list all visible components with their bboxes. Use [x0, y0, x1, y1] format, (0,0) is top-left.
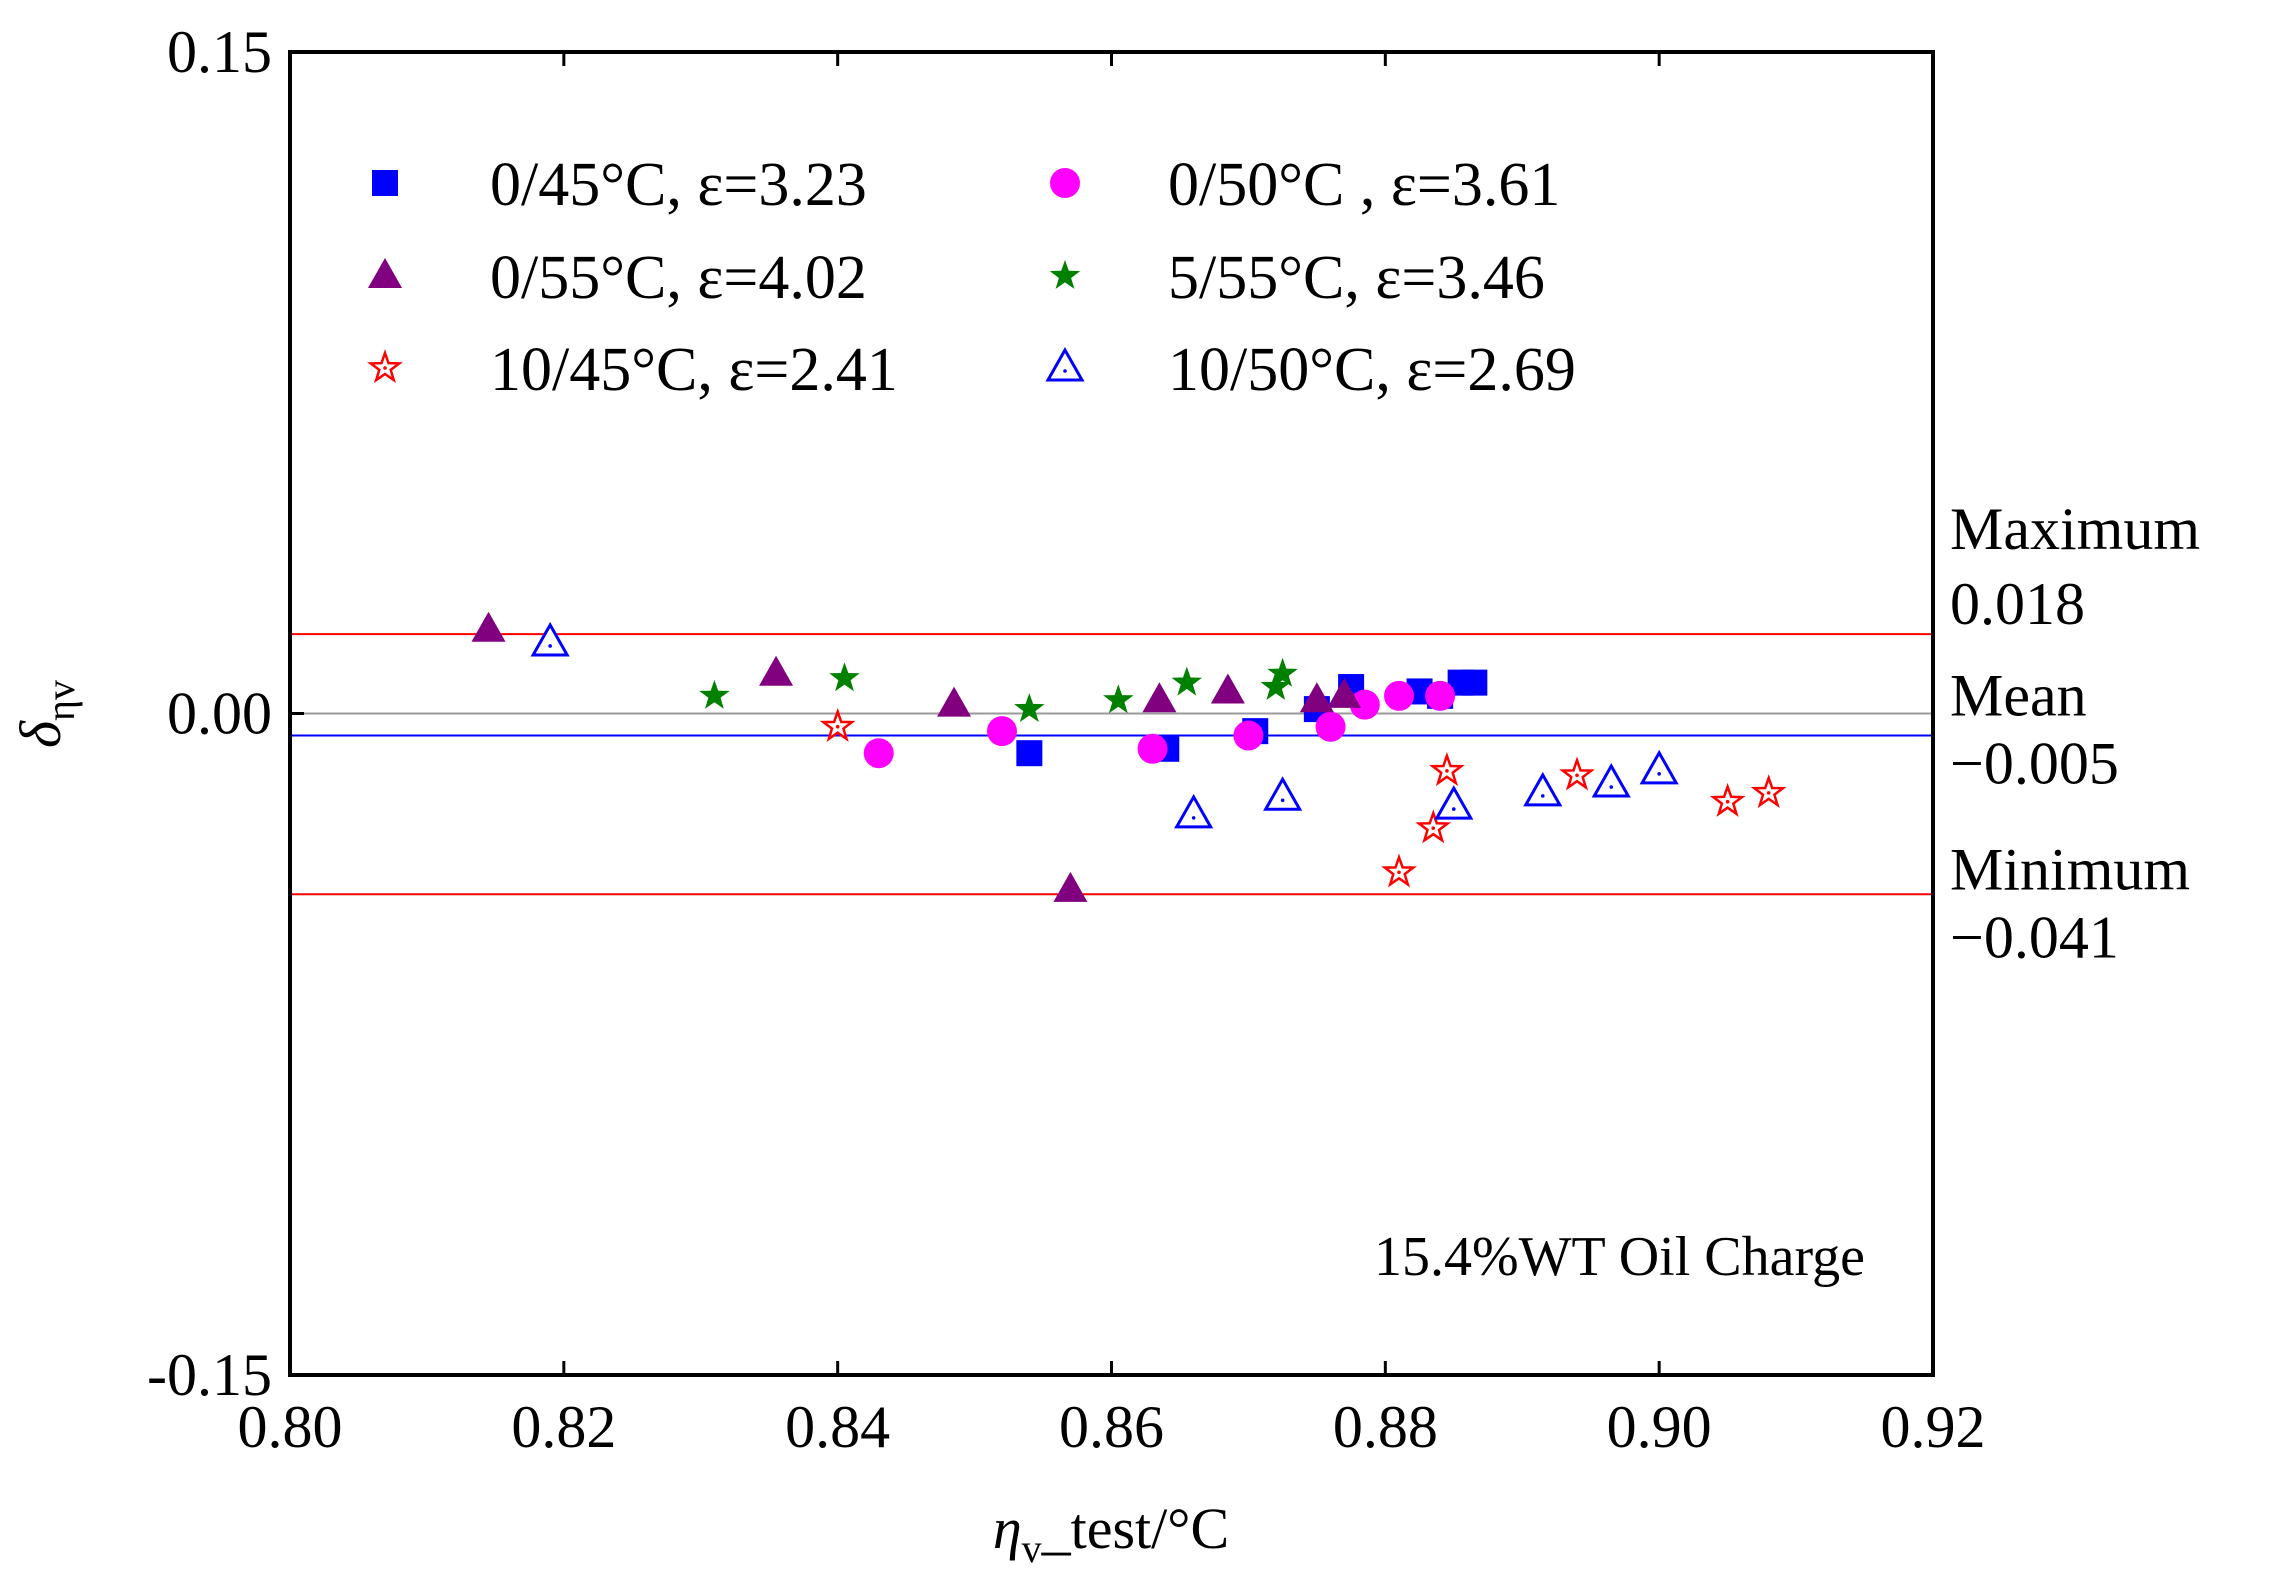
- x-tick-label: 0.82: [511, 1394, 616, 1460]
- legend-marker-0: [372, 170, 398, 196]
- data-point-series-4: [819, 707, 856, 743]
- reference-label-minimum: Minimum: [1950, 836, 2190, 902]
- x-tick-label: 0.80: [238, 1394, 343, 1460]
- legend-label-4: 10/45°C, ε=2.41: [490, 336, 898, 404]
- x-tick-label: 0.90: [1607, 1394, 1712, 1460]
- data-point-series-1: [1384, 680, 1415, 711]
- data-point-series-2: [471, 611, 506, 642]
- data-point-series-2: [759, 655, 794, 686]
- data-point-series-5: [1174, 793, 1214, 829]
- data-point-series-2: [1327, 677, 1362, 708]
- legend-label-2: 0/55°C, ε=4.02: [490, 244, 867, 312]
- reference-label-maximum: Maximum: [1950, 496, 2200, 562]
- data-point-series-2: [937, 686, 972, 717]
- data-point-series-3: [1267, 657, 1298, 687]
- x-tick-label: 0.86: [1059, 1394, 1164, 1460]
- data-point-series-4: [1709, 782, 1746, 817]
- reference-value-minimum: −0.041: [1950, 904, 2119, 970]
- data-point-series-3: [1171, 666, 1202, 696]
- data-point-series-4: [1415, 809, 1452, 844]
- data-point-series-5: [1639, 749, 1679, 785]
- data-point-series-5: [530, 621, 570, 657]
- data-point-series-1: [1349, 689, 1380, 720]
- x-tick-label: 0.84: [785, 1394, 890, 1460]
- legend-label-3: 5/55°C, ε=3.46: [1168, 244, 1545, 312]
- data-point-series-3: [699, 679, 730, 709]
- data-point-series-1: [1233, 720, 1264, 751]
- x-axis-label-unit: _test/°C: [1041, 1496, 1230, 1561]
- annotation-label: 15.4%WT Oil Charge: [1374, 1226, 1865, 1288]
- data-point-series-1: [986, 716, 1017, 747]
- data-point-series-4: [1429, 751, 1465, 787]
- legend-marker-1: [1050, 168, 1080, 198]
- legend-marker-4: [367, 349, 403, 384]
- reference-value-mean: −0.005: [1950, 731, 2119, 797]
- y-axis-label-symbol: δ: [8, 720, 73, 748]
- y-tick-label: 0.15: [167, 19, 272, 85]
- legend-marker-5: [1045, 346, 1085, 382]
- reference-label-mean: Mean: [1950, 663, 2087, 729]
- data-point-series-1: [863, 738, 894, 769]
- data-point-series-4: [1750, 774, 1787, 809]
- y-tick-label: -0.15: [147, 1342, 272, 1408]
- data-point-series-3: [1260, 671, 1291, 700]
- data-point-series-2: [1053, 871, 1088, 902]
- data-point-series-1: [1425, 680, 1456, 711]
- data-point-series-5: [1434, 785, 1474, 820]
- legend-label-0: 0/45°C, ε=3.23: [490, 151, 867, 219]
- x-tick-label: 0.88: [1333, 1394, 1438, 1460]
- x-axis-label-subscript: v: [1022, 1526, 1042, 1571]
- data-point-series-5: [1263, 776, 1303, 811]
- x-tick-label: 0.92: [1881, 1394, 1986, 1460]
- reference-value-maximum: 0.018: [1950, 571, 2085, 637]
- legend-label-1: 0/50°C , ε=3.61: [1168, 151, 1560, 219]
- x-axis-label-symbol: η: [993, 1496, 1022, 1561]
- data-point-series-0: [1461, 669, 1488, 696]
- y-axis-label: δηv: [8, 680, 83, 748]
- data-point-series-5: [1523, 771, 1563, 807]
- data-point-series-0: [1016, 740, 1043, 767]
- data-point-series-2: [1142, 682, 1177, 713]
- data-point-series-5: [1591, 763, 1631, 798]
- legend-label-5: 10/50°C, ε=2.69: [1168, 336, 1576, 404]
- data-point-series-4: [1381, 853, 1417, 888]
- y-axis-label-subscript: ηv: [38, 680, 83, 721]
- data-point-series-2: [1210, 673, 1245, 704]
- data-point-series-1: [1315, 711, 1346, 742]
- y-tick-label: 0.00: [167, 681, 272, 747]
- data-point-series-2: [1299, 682, 1334, 713]
- data-point-series-1: [1137, 733, 1168, 764]
- legend-marker-2: [368, 258, 402, 288]
- data-point-series-3: [1014, 693, 1045, 722]
- x-axis-label: ηv_test/°C: [993, 1496, 1229, 1571]
- legend-marker-3: [1049, 260, 1081, 289]
- data-point-series-3: [829, 662, 860, 692]
- data-point-series-4: [1559, 756, 1595, 791]
- data-point-series-3: [1103, 684, 1134, 714]
